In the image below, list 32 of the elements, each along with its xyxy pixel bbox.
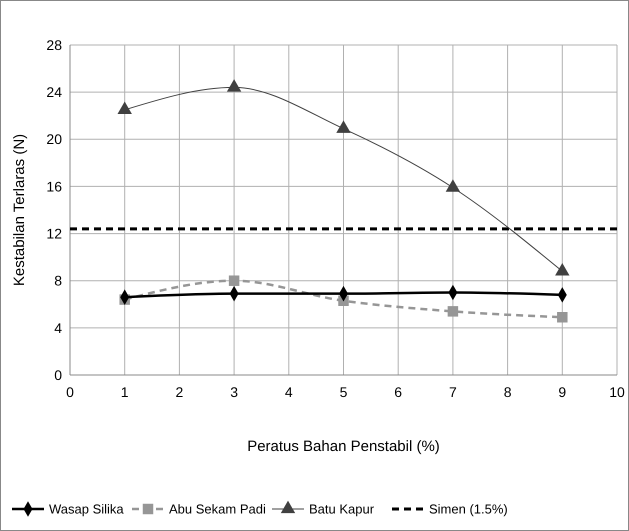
x-tick-label: 7 bbox=[449, 384, 457, 400]
point bbox=[228, 275, 240, 286]
x-tick-label: 10 bbox=[609, 384, 625, 400]
x-tick-label: 9 bbox=[558, 384, 566, 400]
y-tick-label: 16 bbox=[46, 178, 62, 194]
legend-label: Batu Kapur bbox=[309, 502, 375, 517]
point bbox=[557, 312, 568, 322]
y-tick-label: 28 bbox=[46, 36, 62, 53]
legend-label: Simen (1.5%) bbox=[429, 502, 508, 517]
y-tick-label: 24 bbox=[46, 84, 62, 100]
x-tick-label: 5 bbox=[340, 384, 348, 400]
x-tick-label: 8 bbox=[504, 384, 512, 400]
x-tick-label: 3 bbox=[230, 384, 238, 400]
point bbox=[446, 179, 460, 192]
x-tick-label: 6 bbox=[394, 384, 402, 400]
x-tick-label: 2 bbox=[176, 384, 184, 400]
x-axis-title: Peratus Bahan Penstabil (%) bbox=[247, 438, 440, 455]
legend-label: Abu Sekam Padi bbox=[169, 502, 266, 517]
point bbox=[448, 306, 458, 317]
point bbox=[226, 79, 242, 92]
x-tick-label: 1 bbox=[120, 384, 129, 400]
point bbox=[117, 101, 132, 114]
x-tick-label: 4 bbox=[284, 384, 293, 400]
y-tick-label: 0 bbox=[54, 366, 62, 383]
x-tick-label: 0 bbox=[66, 384, 74, 400]
y-tick-label: 8 bbox=[54, 272, 62, 289]
legend-label: Wasap Silika bbox=[49, 502, 124, 517]
y-tick-label: 20 bbox=[46, 131, 62, 148]
y-tick-label: 12 bbox=[46, 225, 62, 242]
point bbox=[336, 120, 351, 133]
y-axis-title: Kestabilan Terlaras (N) bbox=[11, 134, 28, 286]
y-tick-label: 4 bbox=[54, 320, 62, 336]
